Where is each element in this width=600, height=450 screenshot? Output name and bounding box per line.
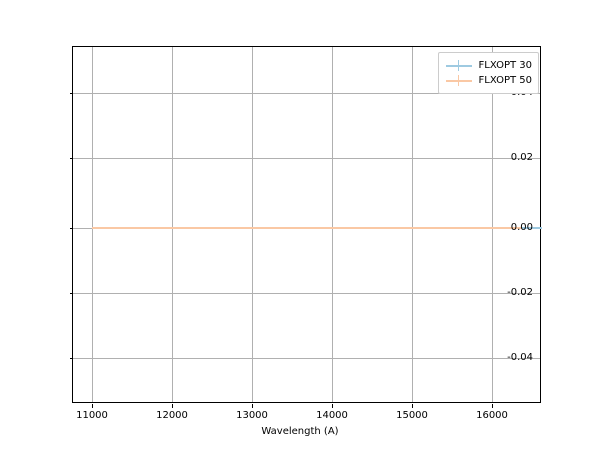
x-tick-label-15000: 15000 — [396, 410, 428, 421]
gridline-vertical-16000 — [492, 47, 493, 402]
legend-entry-flxopt-50[interactable]: FLXOPT 50 — [445, 73, 532, 88]
y-tick-label-0.00: 0.00 — [510, 222, 533, 233]
x-tick-label-16000: 16000 — [476, 410, 508, 421]
gridline-vertical-11000 — [92, 47, 93, 402]
y-tick-mark--0.04 — [69, 358, 73, 359]
gridline-horizontal-0.04 — [73, 93, 540, 94]
y-tick-label--0.04: -0.04 — [507, 352, 533, 363]
x-tick-label-14000: 14000 — [316, 410, 348, 421]
y-tick-label-0.02: 0.02 — [510, 152, 533, 163]
legend-entry-flxopt-30[interactable]: FLXOPT 30 — [445, 58, 532, 73]
x-tick-label-13000: 13000 — [236, 410, 268, 421]
gridline-horizontal--0.04 — [73, 358, 540, 359]
gridline-vertical-15000 — [412, 47, 413, 402]
legend-label-flxopt-50: FLXOPT 50 — [478, 75, 532, 86]
x-axis-label: Wavelength (A) — [261, 426, 339, 437]
chart-legend[interactable]: FLXOPT 30 FLXOPT 50 — [437, 52, 539, 94]
x-tick-label-11000: 11000 — [76, 410, 108, 421]
legend-errorbar-marker-icon — [445, 59, 472, 72]
x-tick-mark-13000 — [252, 404, 253, 408]
y-tick-mark--0.02 — [69, 293, 73, 294]
x-tick-mark-14000 — [332, 404, 333, 408]
y-tick-mark-0.00 — [69, 228, 73, 229]
gridline-vertical-13000 — [252, 47, 253, 402]
x-tick-mark-11000 — [92, 404, 93, 408]
plot-area: 11000 12000 13000 14000 15000 16000 0.04… — [69, 46, 542, 421]
legend-label-flxopt-30: FLXOPT 30 — [478, 60, 532, 71]
series-line-flxopt-50 — [92, 227, 522, 229]
gridline-vertical-12000 — [172, 47, 173, 402]
y-tick-label--0.02: -0.02 — [507, 287, 533, 298]
gridline-horizontal--0.02 — [73, 293, 540, 294]
x-tick-mark-12000 — [172, 404, 173, 408]
x-tick-mark-16000 — [492, 404, 493, 408]
x-tick-mark-15000 — [412, 404, 413, 408]
y-tick-mark-0.04 — [69, 93, 73, 94]
gridline-horizontal-0.02 — [73, 158, 540, 159]
gridline-vertical-14000 — [332, 47, 333, 402]
x-tick-label-12000: 12000 — [156, 410, 188, 421]
y-tick-mark-0.02 — [69, 158, 73, 159]
legend-errorbar-marker-icon — [445, 74, 472, 87]
